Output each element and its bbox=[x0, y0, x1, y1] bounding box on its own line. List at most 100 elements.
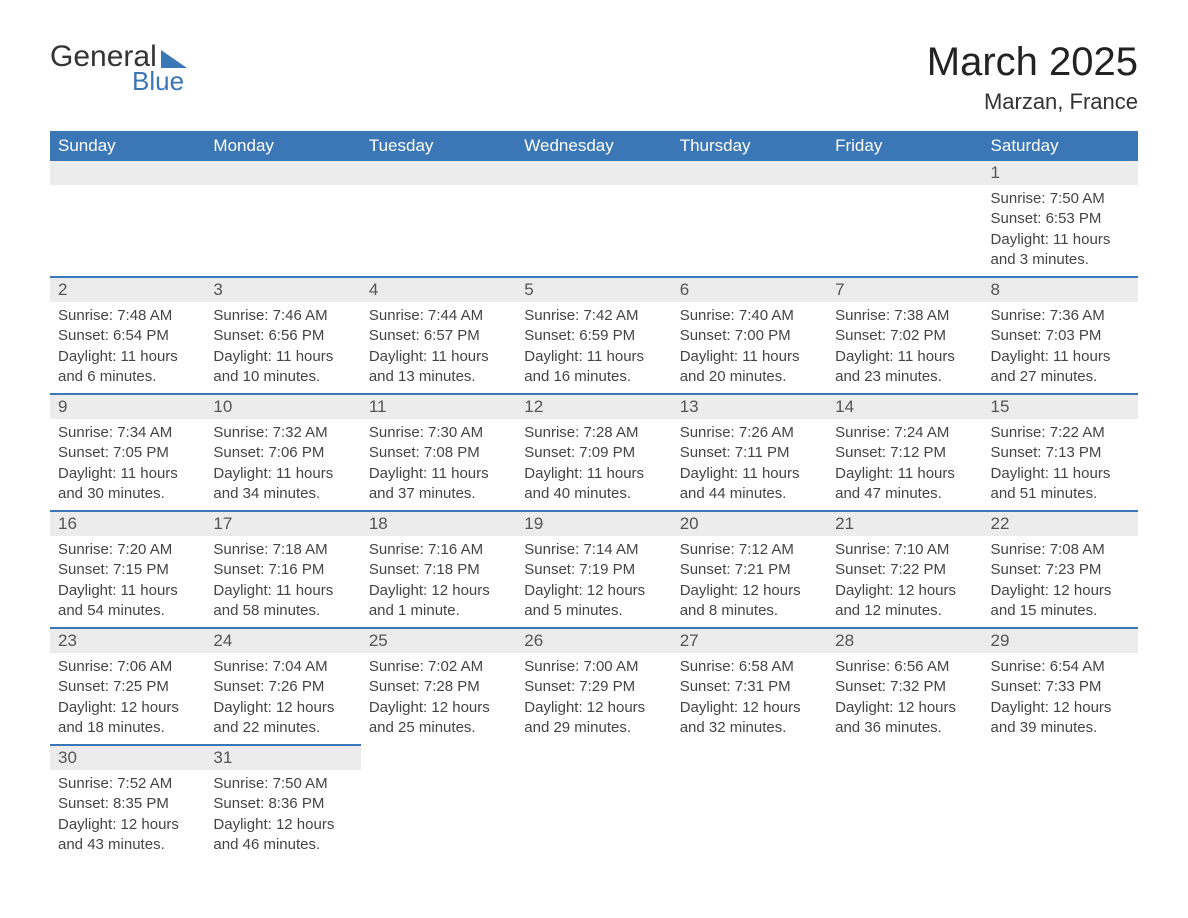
daynum-row: 3031 bbox=[50, 745, 1138, 770]
day-number-cell: 18 bbox=[361, 511, 516, 536]
day-number-cell: 31 bbox=[205, 745, 360, 770]
daylight-line: Daylight: 12 hours and 39 minutes. bbox=[991, 698, 1130, 739]
sunrise-line: Sunrise: 7:02 AM bbox=[369, 657, 508, 677]
day-number-cell: 12 bbox=[516, 394, 671, 419]
daylight-line: Daylight: 12 hours and 43 minutes. bbox=[58, 815, 197, 856]
day-number-cell bbox=[827, 745, 982, 770]
day-detail-cell: Sunrise: 6:54 AMSunset: 7:33 PMDaylight:… bbox=[983, 653, 1138, 745]
sunrise-line: Sunrise: 7:06 AM bbox=[58, 657, 197, 677]
daylight-line: Daylight: 11 hours and 51 minutes. bbox=[991, 464, 1130, 505]
day-detail-cell: Sunrise: 7:38 AMSunset: 7:02 PMDaylight:… bbox=[827, 302, 982, 394]
weekday-header: Friday bbox=[827, 131, 982, 161]
sunrise-line: Sunrise: 6:56 AM bbox=[835, 657, 974, 677]
day-detail-cell bbox=[827, 770, 982, 861]
logo-word2: Blue bbox=[132, 66, 184, 97]
sunrise-line: Sunrise: 7:26 AM bbox=[680, 423, 819, 443]
detail-row: Sunrise: 7:52 AMSunset: 8:35 PMDaylight:… bbox=[50, 770, 1138, 861]
daynum-row: 2345678 bbox=[50, 277, 1138, 302]
day-detail-cell: Sunrise: 7:04 AMSunset: 7:26 PMDaylight:… bbox=[205, 653, 360, 745]
daylight-line: Daylight: 12 hours and 22 minutes. bbox=[213, 698, 352, 739]
day-detail-cell: Sunrise: 7:48 AMSunset: 6:54 PMDaylight:… bbox=[50, 302, 205, 394]
day-detail-cell: Sunrise: 7:52 AMSunset: 8:35 PMDaylight:… bbox=[50, 770, 205, 861]
day-detail-cell: Sunrise: 7:18 AMSunset: 7:16 PMDaylight:… bbox=[205, 536, 360, 628]
day-detail-cell bbox=[672, 185, 827, 277]
sunrise-line: Sunrise: 7:16 AM bbox=[369, 540, 508, 560]
day-number-cell: 15 bbox=[983, 394, 1138, 419]
detail-row: Sunrise: 7:06 AMSunset: 7:25 PM Daylight:… bbox=[50, 653, 1138, 745]
day-number-cell: 2 bbox=[50, 277, 205, 302]
sunrise-line: Sunrise: 7:00 AM bbox=[524, 657, 663, 677]
daylight-line: Daylight: 11 hours and 44 minutes. bbox=[680, 464, 819, 505]
day-detail-cell: Sunrise: 7:26 AMSunset: 7:11 PMDaylight:… bbox=[672, 419, 827, 511]
detail-row: Sunrise: 7:34 AMSunset: 7:05 PMDaylight:… bbox=[50, 419, 1138, 511]
day-number-cell: 3 bbox=[205, 277, 360, 302]
sunset-line: Sunset: 7:09 PM bbox=[524, 443, 663, 463]
calendar-table: Sunday Monday Tuesday Wednesday Thursday… bbox=[50, 131, 1138, 861]
sunset-line: Sunset: 8:36 PM bbox=[213, 794, 352, 814]
daylight-line: Daylight: 11 hours and 23 minutes. bbox=[835, 347, 974, 388]
day-number-cell: 28 bbox=[827, 628, 982, 653]
sunset-line: Sunset: 7:06 PM bbox=[213, 443, 352, 463]
day-number-cell: 23 bbox=[50, 628, 205, 653]
daylight-line: Daylight: 11 hours and 54 minutes. bbox=[58, 581, 197, 622]
sunset-line: Sunset: 7:33 PM bbox=[991, 677, 1130, 697]
day-detail-cell: Sunrise: 7:40 AMSunset: 7:00 PMDaylight:… bbox=[672, 302, 827, 394]
day-detail-cell: Sunrise: 7:08 AMSunset: 7:23 PMDaylight:… bbox=[983, 536, 1138, 628]
day-detail-cell: Sunrise: 7:42 AMSunset: 6:59 PMDaylight:… bbox=[516, 302, 671, 394]
sunrise-line: Sunrise: 7:24 AM bbox=[835, 423, 974, 443]
day-number-cell: 6 bbox=[672, 277, 827, 302]
sunset-line: Sunset: 7:19 PM bbox=[524, 560, 663, 580]
day-number-cell bbox=[516, 745, 671, 770]
day-detail-cell: Sunrise: 7:34 AMSunset: 7:05 PMDaylight:… bbox=[50, 419, 205, 511]
sunset-line: Sunset: 6:54 PM bbox=[58, 326, 197, 346]
day-number-cell: 13 bbox=[672, 394, 827, 419]
weekday-header: Tuesday bbox=[361, 131, 516, 161]
day-number-cell: 21 bbox=[827, 511, 982, 536]
day-detail-cell: Sunrise: 7:22 AMSunset: 7:13 PMDaylight:… bbox=[983, 419, 1138, 511]
weekday-header: Thursday bbox=[672, 131, 827, 161]
day-detail-cell: Sunrise: 7:30 AMSunset: 7:08 PMDaylight:… bbox=[361, 419, 516, 511]
month-title: March 2025 bbox=[927, 40, 1138, 85]
sunrise-line: Sunrise: 7:50 AM bbox=[213, 774, 352, 794]
weekday-header-row: Sunday Monday Tuesday Wednesday Thursday… bbox=[50, 131, 1138, 161]
detail-row: Sunrise: 7:48 AMSunset: 6:54 PM Daylight:… bbox=[50, 302, 1138, 394]
daylight-line: Daylight: 12 hours and 32 minutes. bbox=[680, 698, 819, 739]
day-number-cell: 25 bbox=[361, 628, 516, 653]
sunset-line: Sunset: 7:03 PM bbox=[991, 326, 1130, 346]
sunset-line: Sunset: 7:12 PM bbox=[835, 443, 974, 463]
sunset-line: Sunset: 7:15 PM bbox=[58, 560, 197, 580]
day-detail-cell: Sunrise: 7:20 AMSunset: 7:15 PMDaylight:… bbox=[50, 536, 205, 628]
sunset-line: Sunset: 7:22 PM bbox=[835, 560, 974, 580]
sunset-line: Sunset: 7:28 PM bbox=[369, 677, 508, 697]
sunrise-line: Sunrise: 7:48 AM bbox=[58, 306, 197, 326]
day-number-cell: 14 bbox=[827, 394, 982, 419]
sunrise-line: Sunrise: 7:42 AM bbox=[524, 306, 663, 326]
day-number-cell: 16 bbox=[50, 511, 205, 536]
daylight-line: Daylight: 12 hours and 25 minutes. bbox=[369, 698, 508, 739]
daylight-line: Daylight: 12 hours and 29 minutes. bbox=[524, 698, 663, 739]
day-detail-cell bbox=[361, 770, 516, 861]
sunset-line: Sunset: 6:59 PM bbox=[524, 326, 663, 346]
sunset-line: Sunset: 7:25 PM bbox=[58, 677, 197, 697]
sunset-line: Sunset: 7:11 PM bbox=[680, 443, 819, 463]
sunset-line: Sunset: 7:31 PM bbox=[680, 677, 819, 697]
day-number-cell bbox=[205, 161, 360, 185]
header: General Blue March 2025 Marzan, France bbox=[50, 40, 1138, 115]
day-detail-cell: Sunrise: 7:14 AMSunset: 7:19 PMDaylight:… bbox=[516, 536, 671, 628]
sunrise-line: Sunrise: 7:30 AM bbox=[369, 423, 508, 443]
detail-row: Sunrise: 7:50 AMSunset: 6:53 PMDaylight:… bbox=[50, 185, 1138, 277]
daylight-line: Daylight: 11 hours and 34 minutes. bbox=[213, 464, 352, 505]
sunset-line: Sunset: 8:35 PM bbox=[58, 794, 197, 814]
title-block: March 2025 Marzan, France bbox=[927, 40, 1138, 115]
sunrise-line: Sunrise: 7:28 AM bbox=[524, 423, 663, 443]
sunset-line: Sunset: 6:57 PM bbox=[369, 326, 508, 346]
day-number-cell: 20 bbox=[672, 511, 827, 536]
sunrise-line: Sunrise: 7:34 AM bbox=[58, 423, 197, 443]
sunrise-line: Sunrise: 7:18 AM bbox=[213, 540, 352, 560]
day-detail-cell: Sunrise: 7:16 AMSunset: 7:18 PMDaylight:… bbox=[361, 536, 516, 628]
daylight-line: Daylight: 11 hours and 58 minutes. bbox=[213, 581, 352, 622]
sunset-line: Sunset: 7:00 PM bbox=[680, 326, 819, 346]
sunrise-line: Sunrise: 7:38 AM bbox=[835, 306, 974, 326]
day-detail-cell: Sunrise: 7:00 AMSunset: 7:29 PMDaylight:… bbox=[516, 653, 671, 745]
day-number-cell: 9 bbox=[50, 394, 205, 419]
